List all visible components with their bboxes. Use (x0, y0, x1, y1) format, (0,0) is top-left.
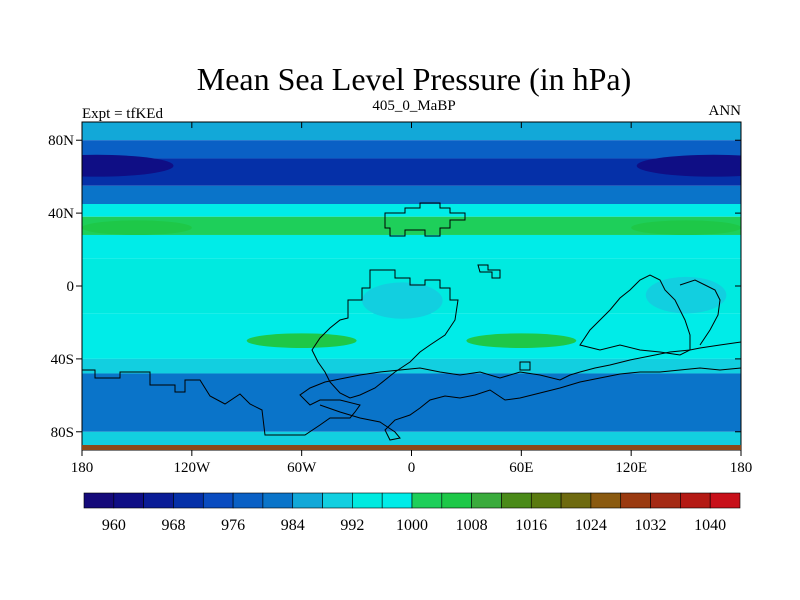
x-tick-label: 120W (173, 460, 211, 476)
colorbar-label: 992 (340, 517, 364, 534)
pressure-high-4 (246, 333, 357, 348)
x-tick-label: 120E (615, 460, 647, 476)
colorbar-label: 1032 (635, 517, 667, 534)
colorbar-cell (650, 492, 681, 509)
colorbar-cell (173, 492, 204, 509)
pressure-band-1 (82, 140, 741, 159)
coastline-north-africa (384, 202, 466, 237)
x-tick-label: 60E (509, 460, 533, 476)
colorbar-cell (262, 492, 294, 509)
colorbar-cell (680, 492, 711, 509)
y-tick-label: 0 (67, 279, 75, 295)
colorbar-labels: 960 968 976 984 992 1000 1008 1016 1024 1032 1040 (102, 517, 726, 534)
x-tick-label: 60W (287, 460, 317, 476)
colorbar-cell (292, 492, 323, 509)
coastline-south-polar-continent (82, 341, 741, 436)
colorbar-label: 1024 (575, 517, 607, 534)
coastlines (82, 202, 741, 441)
colorbar-label: 1008 (456, 517, 488, 534)
pressure-high-3 (631, 220, 741, 235)
bottom-edge-band (82, 445, 741, 450)
colorbar-label: 968 (161, 517, 185, 534)
pressure-band-4 (82, 204, 741, 217)
coastline-south-polar-inner (319, 367, 741, 441)
latitude-bands (82, 122, 741, 450)
colorbar-cell (202, 492, 234, 509)
colorbar-cell (83, 492, 115, 509)
coastline-africa-east (519, 361, 531, 371)
chart-title: Mean Sea Level Pressure (in hPa) (197, 61, 632, 97)
pressure-band-6 (82, 234, 741, 259)
coastline-india (477, 264, 501, 279)
colorbar (83, 492, 741, 509)
pressure-band-3 (82, 185, 741, 204)
colorbar-cell (709, 492, 741, 509)
x-axis: 180 120W 60W 0 60E 120E 180 (71, 122, 753, 476)
colorbar-cell (530, 492, 562, 509)
pressure-band-5 (82, 216, 741, 235)
colorbar-cell (620, 492, 651, 509)
colorbar-cell (322, 492, 353, 509)
colorbar-cell (560, 492, 592, 509)
pressure-low-7 (645, 276, 727, 314)
y-axis: 80S 40S 0 40N 80N (48, 133, 741, 441)
colorbar-cell (381, 492, 413, 509)
colorbar-cell (352, 492, 383, 509)
colorbar-cell (441, 492, 472, 509)
colorbar-cell (232, 492, 264, 509)
pressure-band-8 (82, 313, 741, 359)
left-string: Expt = tfKEd (82, 106, 163, 122)
pressure-band-2 (82, 158, 741, 186)
y-tick-label: 40N (48, 206, 74, 222)
colorbar-cell (501, 492, 532, 509)
colorbar-label: 960 (102, 517, 126, 534)
colorbar-label: 976 (221, 517, 245, 534)
pressure-low-1 (636, 154, 741, 177)
colorbar-cell (113, 492, 144, 509)
x-tick-label: 180 (730, 460, 753, 476)
pressure-low-6 (362, 282, 443, 319)
colorbar-label: 1040 (694, 517, 726, 534)
pressure-band-9 (82, 358, 741, 374)
y-tick-label: 80N (48, 133, 74, 149)
right-string: ANN (709, 103, 742, 119)
colorbar-cell (411, 492, 443, 509)
coastline-australasia-east (679, 279, 721, 346)
pressure-high-2 (82, 220, 192, 235)
pressure-band-10 (82, 373, 741, 432)
x-tick-label: 0 (408, 460, 416, 476)
colorbar-cell (471, 492, 502, 509)
y-tick-label: 80S (51, 425, 74, 441)
colorbar-label: 1000 (396, 517, 428, 534)
coastline-australasia (579, 274, 691, 356)
colorbar-cell (590, 492, 622, 509)
colorbar-label: 1016 (515, 517, 547, 534)
pressure-low-0 (82, 154, 174, 177)
pressure-high-5 (466, 333, 577, 348)
y-tick-label: 40S (51, 352, 74, 368)
colorbar-cell (143, 492, 174, 509)
map-area (82, 122, 741, 450)
center-string: 405_0_MaBP (372, 98, 455, 114)
x-tick-label: 180 (71, 460, 94, 476)
colorbar-label: 984 (281, 517, 305, 534)
coastline-south-america-africa (311, 269, 459, 399)
pressure-band-0 (82, 122, 741, 141)
